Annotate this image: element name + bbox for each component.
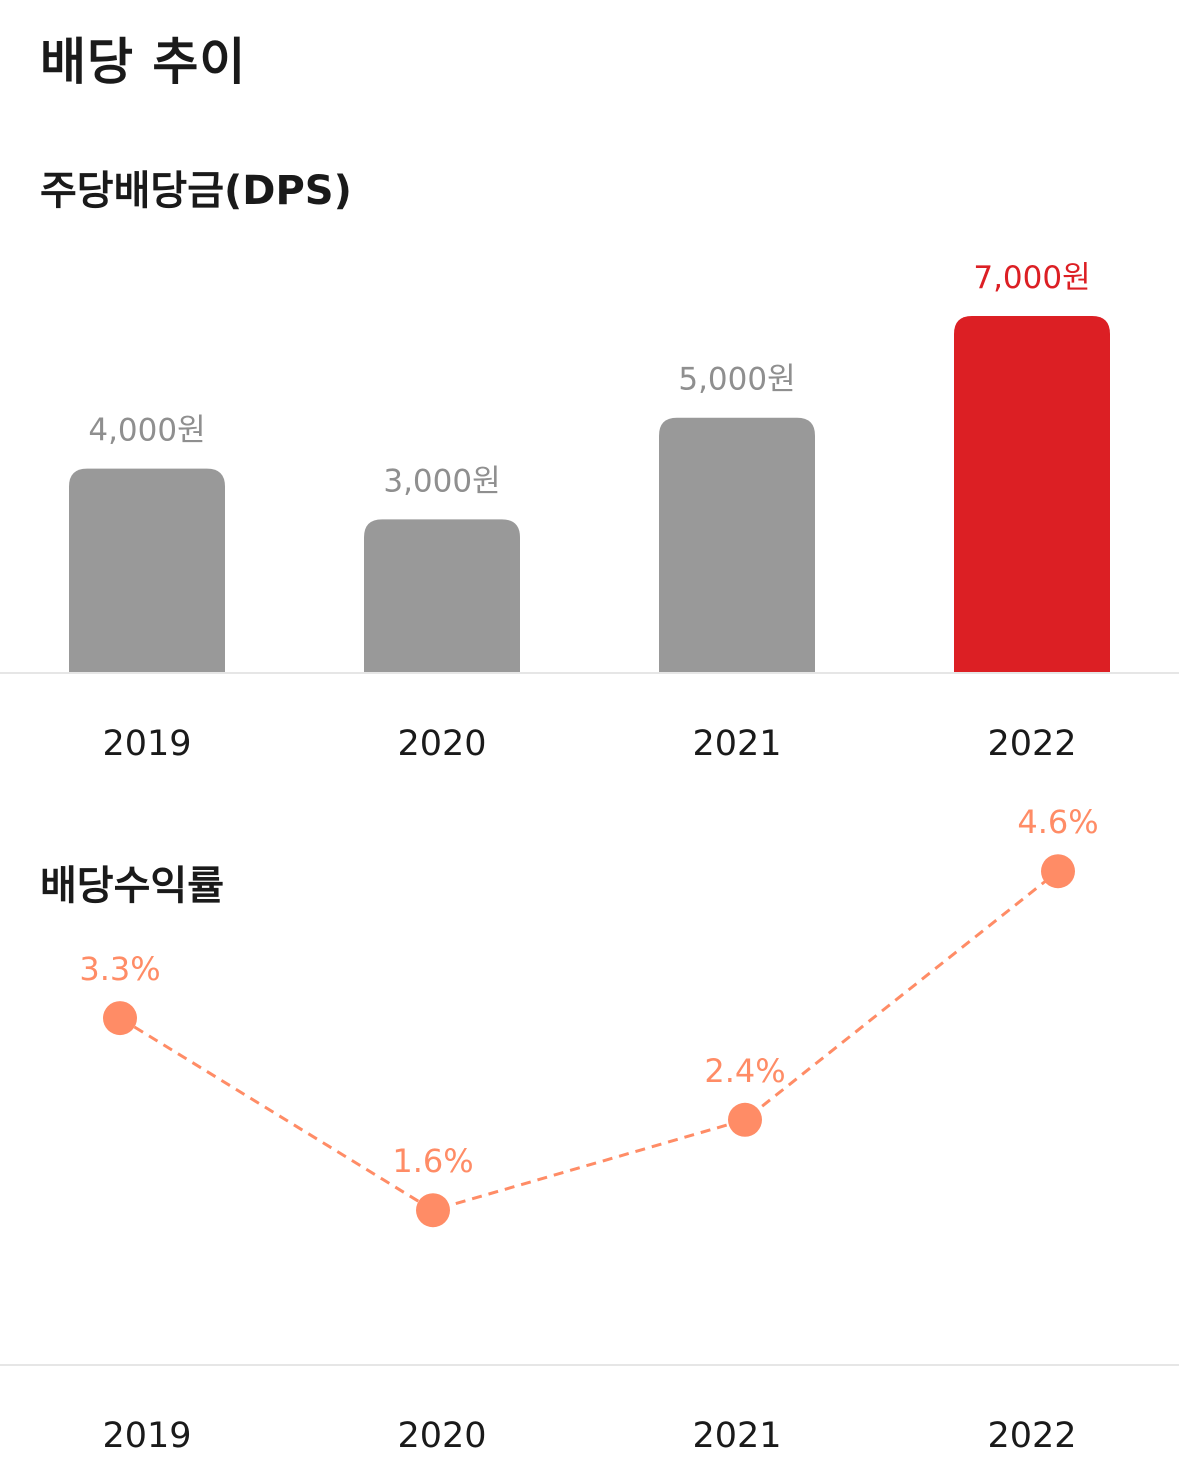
page-title: 배당 추이 <box>40 33 247 91</box>
bar-value-label-2020: 3,000원 <box>383 463 500 499</box>
bar-2020 <box>364 519 520 672</box>
bar-value-label-2021: 5,000원 <box>678 362 795 398</box>
yield-point-2022 <box>1041 854 1075 889</box>
x-tick-label-2021: 2021 <box>692 1416 781 1456</box>
bar-2019 <box>69 468 225 672</box>
yield-value-label-2019: 3.3% <box>79 950 160 988</box>
yield-value-label-2020: 1.6% <box>392 1142 473 1180</box>
dps-chart-title: 주당배당금(DPS) <box>40 168 352 214</box>
yield-series-line <box>119 870 1059 1212</box>
bar-2021 <box>659 417 815 672</box>
yield-point-2019 <box>103 1001 137 1036</box>
x-tick-label-2021: 2021 <box>692 724 781 764</box>
dividend-yield-chart-title: 배당수익률 <box>40 863 224 909</box>
bar-2022 <box>954 316 1110 672</box>
x-tick-label-2020: 2020 <box>397 1416 486 1456</box>
x-tick-label-2019: 2019 <box>102 724 191 764</box>
yield-point-2020 <box>416 1193 450 1228</box>
x-tick-label-2020: 2020 <box>397 724 486 764</box>
x-tick-label-2022: 2022 <box>987 1416 1076 1456</box>
dividend-yield-line-chart: 3.3% 2019 1.6% 2020 2.4% 2021 4.6% 2022 <box>0 803 1179 1456</box>
x-tick-label-2022: 2022 <box>987 724 1076 764</box>
yield-point-2021 <box>728 1102 762 1137</box>
yield-value-label-2022: 4.6% <box>1017 803 1098 841</box>
dps-bar-chart: 4,000원 2019 3,000원 2020 5,000원 2021 7,000원 2022 <box>0 260 1179 764</box>
x-tick-label-2019: 2019 <box>102 1416 191 1456</box>
bar-value-label-2022: 7,000원 <box>973 260 1090 296</box>
yield-value-label-2021: 2.4% <box>704 1052 785 1090</box>
bar-value-label-2019: 4,000원 <box>88 413 205 449</box>
